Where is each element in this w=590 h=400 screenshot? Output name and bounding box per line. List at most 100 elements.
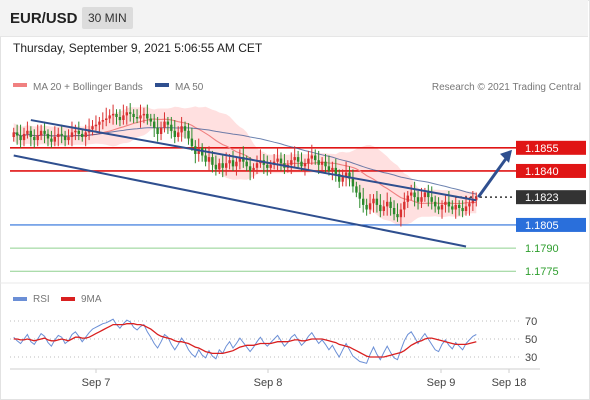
last-price-tag xyxy=(516,190,586,205)
resistance-label: 1.1855 xyxy=(525,143,559,155)
candle-body xyxy=(98,121,101,125)
candle-body xyxy=(310,155,313,159)
candle-body xyxy=(245,161,248,167)
candle-body xyxy=(94,124,98,127)
candle-body xyxy=(81,133,84,137)
candle-body xyxy=(22,133,26,141)
candle-body xyxy=(444,201,447,205)
ma50-legend-swatch xyxy=(155,83,169,87)
candle-body xyxy=(420,197,423,202)
candle-body xyxy=(266,164,269,168)
candle-body xyxy=(451,206,454,210)
ma20-legend-swatch xyxy=(13,83,27,87)
candle-body xyxy=(392,208,396,215)
candle-body xyxy=(447,201,451,207)
candle-body xyxy=(204,155,207,162)
candle-body xyxy=(238,157,242,162)
candle-body xyxy=(15,132,19,136)
candle-body xyxy=(63,135,67,141)
candle-body xyxy=(111,113,115,116)
candle-body xyxy=(406,195,409,202)
candle-body xyxy=(170,124,173,131)
rsi-pane: 70 50 30 xyxy=(10,316,537,364)
moving-averages xyxy=(13,118,477,205)
candle-body xyxy=(142,113,146,116)
rsi-line xyxy=(13,318,477,364)
candle-body xyxy=(255,163,259,168)
resistance-label: 1.1840 xyxy=(525,166,559,178)
level-labels: 1.1855 1.1840 1.1823 1.1805 1.1790 1.1775 xyxy=(516,140,586,278)
credit-label: Research © 2021 Trading Central xyxy=(432,82,581,93)
candle-body xyxy=(207,157,211,162)
candle-body xyxy=(338,174,341,182)
candle-body xyxy=(290,160,293,165)
last-price-label: 1.1823 xyxy=(525,192,559,204)
candle-body xyxy=(269,164,272,168)
candle-body xyxy=(279,158,283,164)
candle-body xyxy=(362,198,365,205)
rsi-tick-label: 70 xyxy=(525,316,537,328)
candle-body xyxy=(372,198,375,204)
ma20-legend-label: MA 20 + Bollinger Bands xyxy=(33,82,143,93)
candle-body xyxy=(139,115,142,119)
candle-body xyxy=(57,133,60,137)
candle-body xyxy=(375,198,379,205)
resistance-tag xyxy=(516,140,586,155)
candle-body xyxy=(324,161,327,167)
candle-body xyxy=(29,130,32,137)
x-axis: Sep 7 Sep 8 Sep 9 Sep 18 xyxy=(82,369,526,389)
rsi-legend-swatch xyxy=(13,297,27,301)
candle-body xyxy=(26,130,29,134)
candle-body xyxy=(242,157,245,162)
candle-body xyxy=(135,117,139,119)
candle-body xyxy=(19,135,22,141)
rsi-ma-line xyxy=(13,323,477,358)
candle-body xyxy=(43,130,46,134)
candle-body xyxy=(276,158,279,162)
candle-body xyxy=(33,137,36,141)
chart-datetime: Thursday, September 9, 2021 5:06:55 AM C… xyxy=(13,41,263,55)
candle-body xyxy=(248,166,252,171)
candle-body xyxy=(115,113,118,117)
candle-body xyxy=(50,138,53,142)
candle-body xyxy=(430,197,433,202)
candle-body xyxy=(399,209,403,218)
candle-body xyxy=(410,192,413,196)
candle-body xyxy=(84,132,87,137)
projection-arrow xyxy=(477,154,510,199)
candle-body xyxy=(228,160,231,164)
ma50-line xyxy=(13,127,477,195)
candle-body xyxy=(351,178,355,187)
candle-body xyxy=(368,203,372,210)
candle-body xyxy=(156,127,159,134)
candle-body xyxy=(303,163,307,167)
candle-body xyxy=(190,138,194,147)
timeframe-badge[interactable]: 30 MIN xyxy=(82,7,133,29)
candle-body xyxy=(146,113,149,119)
candle-body xyxy=(118,117,122,121)
candle-body xyxy=(320,161,324,165)
candle-body xyxy=(427,192,430,198)
trend-line-lower xyxy=(13,154,467,248)
header-bar: EUR/USD 30 MIN xyxy=(0,0,588,37)
candle-body xyxy=(334,167,337,175)
candle-body xyxy=(314,155,317,161)
resistance-tag xyxy=(516,163,586,178)
candle-body xyxy=(348,172,351,179)
candle-body xyxy=(293,157,296,161)
support-label: 1.1805 xyxy=(525,220,559,232)
candle-body xyxy=(403,201,406,210)
rsi-legend-label: RSI xyxy=(33,294,50,305)
candle-body xyxy=(159,127,163,134)
candle-body xyxy=(77,130,80,134)
candle-body xyxy=(211,157,214,165)
candle-body xyxy=(355,186,358,193)
ma50-legend-label: MA 50 xyxy=(175,82,204,93)
candle-body xyxy=(379,204,382,212)
bollinger-band-area xyxy=(13,106,477,226)
candle-body xyxy=(166,121,170,125)
candle-body xyxy=(331,167,334,171)
rsi-tick-label: 30 xyxy=(525,352,537,364)
candle-body xyxy=(74,130,77,133)
candle-body xyxy=(464,206,468,211)
